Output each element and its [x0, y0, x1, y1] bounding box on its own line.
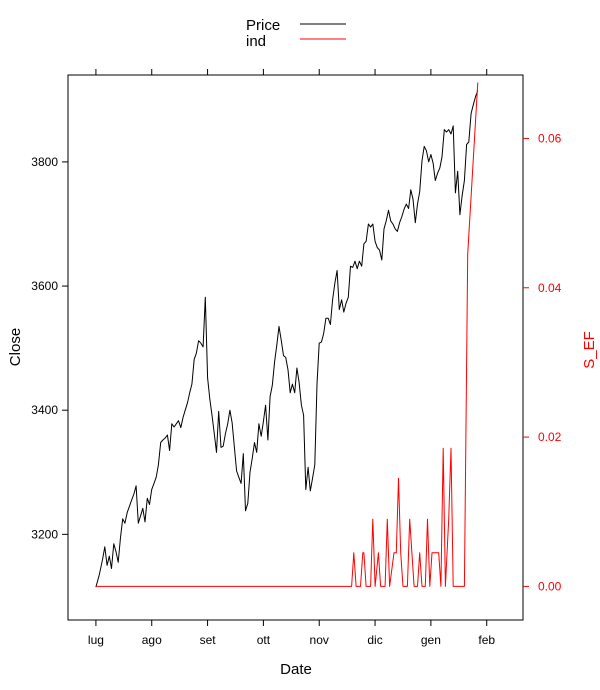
- y-left-tick-label: 3600: [31, 279, 58, 293]
- x-tick-label: ago: [142, 633, 162, 647]
- x-tick-label: dic: [367, 633, 382, 647]
- y-right-tick-label: 0.00: [538, 579, 562, 593]
- y-axis-left: 3200 3400 3600 3800: [31, 155, 68, 541]
- y-axis-right: 0.00 0.02 0.04 0.06: [523, 131, 562, 593]
- x-tick-label: set: [200, 633, 217, 647]
- series-layer: [95, 82, 479, 588]
- x-axis: lug ago set ott nov dic gen feb: [88, 69, 495, 647]
- x-tick-label: lug: [88, 633, 104, 647]
- legend: Price ind: [246, 17, 346, 50]
- y-right-tick-label: 0.06: [538, 131, 562, 145]
- y-right-tick-label: 0.02: [538, 430, 562, 444]
- y-left-tick-label: 3400: [31, 403, 58, 417]
- x-tick-label: gen: [421, 633, 441, 647]
- x-tick-label: ott: [257, 633, 271, 647]
- legend-label-price: Price: [246, 17, 280, 34]
- x-axis-title: Date: [280, 661, 312, 678]
- legend-label-ind: ind: [246, 33, 266, 50]
- y-right-tick-label: 0.04: [538, 281, 562, 295]
- y-left-tick-label: 3800: [31, 155, 58, 169]
- series-line-ind: [95, 82, 479, 587]
- series-line-price: [95, 90, 479, 588]
- y-axis-right-title: S_EF: [581, 331, 598, 369]
- y-axis-left-title: Close: [7, 328, 24, 366]
- y-left-tick-label: 3200: [31, 527, 58, 541]
- x-tick-label: feb: [478, 633, 495, 647]
- plot-frame: [67, 74, 524, 621]
- x-tick-label: nov: [310, 633, 329, 647]
